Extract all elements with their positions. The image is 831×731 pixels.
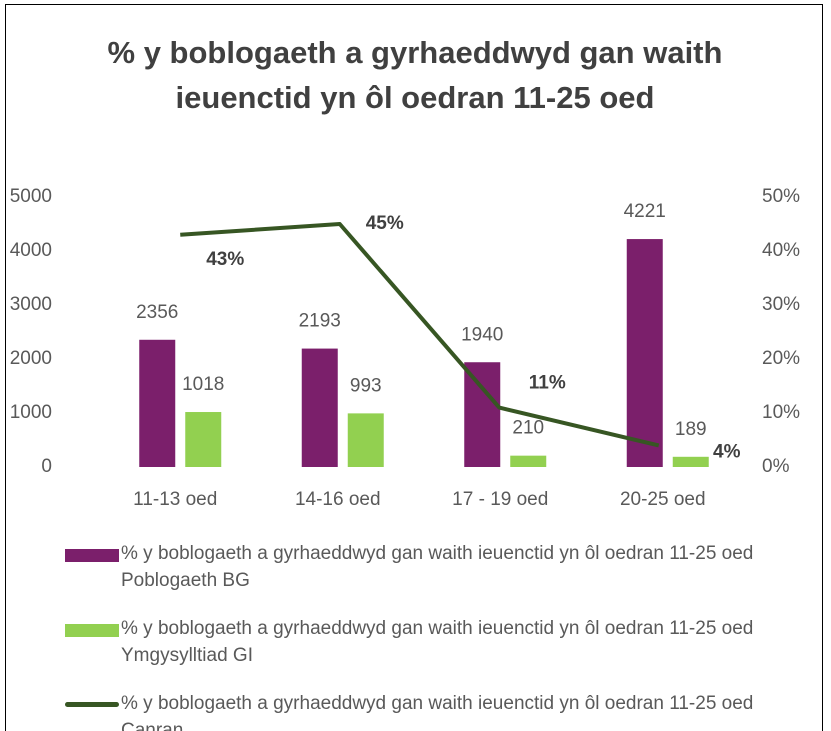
bar-value-label: 993 [350, 375, 382, 396]
legend-entry: % y boblogaeth a gyrhaeddwyd gan waith i… [65, 540, 785, 594]
bar [139, 339, 176, 467]
chart-title: % y boblogaeth a gyrhaeddwyd gan waith i… [107, 35, 723, 115]
y2-tick-label: 30% [762, 294, 800, 315]
legend-entry: % y boblogaeth a gyrhaeddwyd gan waith i… [65, 690, 785, 731]
y2-tick-label: 40% [762, 240, 800, 261]
line [180, 222, 660, 448]
bar [185, 412, 222, 467]
bar-value-label: 189 [675, 419, 707, 440]
y-tick-label: 1000 [10, 402, 52, 423]
bar-value-label: 1018 [182, 374, 224, 395]
y-tick-label: 0 [41, 456, 52, 477]
bar [510, 455, 547, 467]
legend-label: % y boblogaeth a gyrhaeddwyd gan waith i… [121, 543, 754, 591]
bar-value-label: 4221 [624, 201, 666, 222]
y-tick-label: 2000 [10, 348, 52, 369]
y2-tick-label: 0% [762, 456, 790, 477]
bar [672, 456, 709, 467]
legend-label: % y boblogaeth a gyrhaeddwyd gan waith i… [121, 693, 754, 731]
bar [347, 413, 384, 467]
legend-swatch [65, 624, 119, 637]
bar [626, 239, 663, 467]
bar-value-label: 2356 [136, 302, 178, 323]
x-tick-label: 20-25 oed [620, 489, 706, 510]
x-tick-label: 17 - 19 oed [452, 489, 548, 510]
legend-swatch [65, 549, 119, 562]
legend-label: % y boblogaeth a gyrhaeddwyd gan waith i… [121, 618, 754, 666]
line-value-label: 45% [366, 213, 404, 234]
x-tick-label: 14-16 oed [295, 489, 381, 510]
legend-entry: % y boblogaeth a gyrhaeddwyd gan waith i… [65, 615, 785, 669]
bar-value-label: 210 [512, 418, 544, 439]
y2-tick-label: 10% [762, 402, 800, 423]
bar-value-label: 2193 [299, 311, 341, 332]
bar [464, 362, 501, 467]
y2-tick-label: 20% [762, 348, 800, 369]
x-tick-label: 11-13 oed [133, 489, 217, 510]
bar [301, 348, 338, 467]
line-value-label: 43% [206, 249, 244, 270]
y-tick-label: 4000 [10, 240, 52, 261]
y2-tick-label: 50% [762, 186, 800, 207]
y-tick-label: 5000 [10, 186, 52, 207]
bar-value-label: 1940 [461, 324, 503, 345]
chart-border [5, 4, 823, 731]
y-tick-label: 3000 [10, 294, 52, 315]
legend-swatch [65, 702, 119, 707]
line-value-label: 4% [713, 441, 741, 462]
line-value-label: 11% [529, 373, 566, 394]
